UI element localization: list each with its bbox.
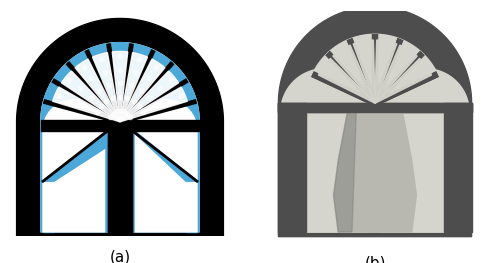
Bar [108,122,132,236]
Polygon shape [62,71,120,122]
Polygon shape [318,58,375,103]
Polygon shape [120,53,148,122]
Polygon shape [132,131,197,181]
Bar [278,103,471,113]
Polygon shape [375,40,397,103]
Text: (b): (b) [364,255,386,263]
Bar [278,103,471,113]
Polygon shape [353,40,375,103]
Polygon shape [16,18,224,236]
Polygon shape [43,131,54,232]
Bar [108,122,132,232]
Polygon shape [278,7,471,237]
Polygon shape [375,58,432,103]
Polygon shape [375,45,417,103]
Polygon shape [120,71,178,122]
Polygon shape [43,100,104,232]
Polygon shape [334,103,416,232]
Polygon shape [75,59,120,122]
Polygon shape [333,45,375,103]
Polygon shape [333,45,375,103]
Polygon shape [120,59,165,122]
Polygon shape [375,58,432,103]
Polygon shape [318,58,375,103]
Polygon shape [278,103,306,232]
Polygon shape [41,43,199,232]
Polygon shape [334,103,356,232]
Polygon shape [375,45,417,103]
Polygon shape [280,69,368,232]
Polygon shape [444,103,471,232]
Polygon shape [136,100,197,232]
Polygon shape [43,131,132,181]
Text: (a): (a) [110,249,130,263]
Bar [41,120,199,131]
Polygon shape [120,87,188,122]
Polygon shape [52,87,120,122]
Polygon shape [306,34,444,232]
Polygon shape [375,40,397,103]
Polygon shape [112,52,128,122]
Polygon shape [186,131,197,232]
Polygon shape [353,40,375,103]
Polygon shape [41,43,199,232]
Polygon shape [382,69,470,232]
Polygon shape [92,53,120,122]
